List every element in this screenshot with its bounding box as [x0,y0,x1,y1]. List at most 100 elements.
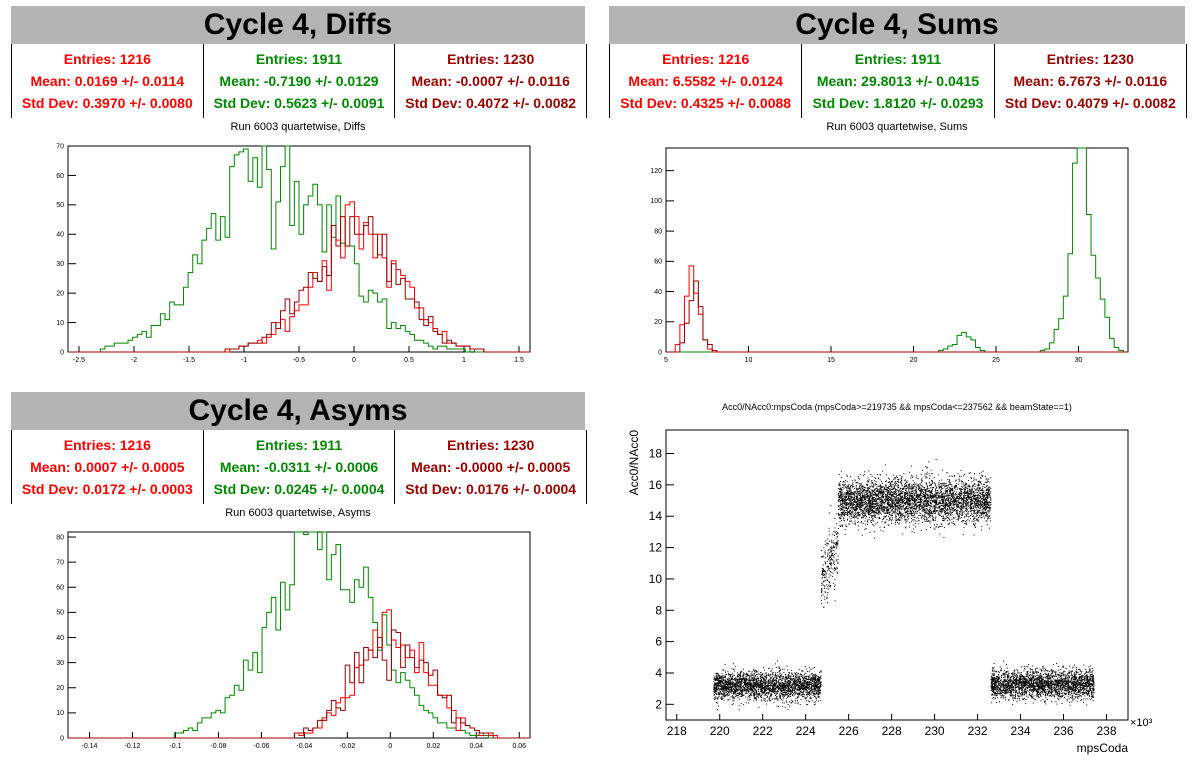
scatter-point [788,692,789,694]
scatter-point [834,518,836,519]
scatter-point [866,499,868,501]
scatter-point [747,682,749,684]
scatter-point [713,679,715,681]
scatter-point [776,693,778,694]
scatter-point [773,690,775,692]
scatter-point [828,573,830,575]
scatter-point [756,690,758,692]
scatter-point [749,684,751,685]
scatter-point [848,508,850,510]
scatter-point [760,682,762,684]
scatter-point [959,501,960,503]
scatter-point [871,507,873,509]
scatter-point [750,694,752,696]
scatter-point [718,692,720,694]
scatter-point [936,524,938,525]
scatter-point [764,698,766,700]
scatter-point [764,676,766,678]
scatter-point [975,501,977,503]
scatter-point [754,686,756,687]
scatter-point [722,678,724,680]
scatter-point [927,497,929,499]
scatter-point [823,547,825,549]
scatter-point [834,554,836,556]
scatter-point [914,500,916,502]
scatter-point [846,490,848,492]
scatter-point [822,569,824,571]
scatter-point [826,598,828,599]
scatter-point [849,497,851,499]
scatter-point [867,480,869,482]
scatter-point [728,681,730,683]
stat-mean: Mean: 29.8013 +/- 0.0415 [816,73,980,89]
scatter-point [790,696,791,697]
scatter-point [789,683,791,685]
scatter-point [739,672,741,674]
scatter-point [794,680,795,681]
x-tick-label: 224 [796,724,816,738]
scatter-point [811,685,813,687]
scatter-point [984,513,986,514]
scatter-point [810,697,812,699]
scatter-point [815,689,817,691]
scatter-point [894,483,896,485]
scatter-point [902,507,904,509]
scatter-point [754,671,756,673]
scatter-point [886,487,888,489]
scatter-point [821,577,823,579]
y-tick-label: 20 [654,319,662,326]
scatter-point [746,675,748,677]
scatter-point [958,513,960,515]
scatter-point [828,563,830,565]
scatter-point [822,569,824,571]
scatter-point [984,501,986,503]
scatter-point [945,485,947,487]
scatter-point [943,517,945,519]
scatter-point [805,676,807,678]
scatter-point [864,492,866,494]
scatter-point [806,683,808,685]
scatter-point [894,488,896,490]
scatter-point [782,692,784,694]
scatter-point [818,687,820,689]
scatter-point [940,495,942,497]
plot-frame [67,531,531,739]
scatter-point [819,681,821,683]
scatter-point [724,693,725,695]
scatter-point [836,543,838,545]
scatter-point [763,697,765,699]
scatter-point [957,473,959,475]
scatter-point [774,683,776,685]
scatter-point [754,692,755,694]
scatter-point [972,516,974,517]
scatter-point [781,691,783,693]
scatter-point [953,492,955,494]
scatter-point [724,685,726,687]
scatter-point [788,674,789,676]
scatter-point [977,485,979,487]
scatter-point [963,490,965,492]
scatter-point [797,673,799,675]
scatter-point [818,680,820,682]
scatter-point [803,684,805,686]
scatter-point [787,683,789,685]
scatter-point [893,474,895,476]
scatter-point [835,538,837,540]
scatter-point [943,502,945,504]
scatter-point [845,493,847,495]
scatter-point [862,486,864,488]
scatter-point [844,484,846,486]
scatter-point [753,668,755,670]
scatter-point [864,471,866,473]
scatter-point [741,693,743,695]
scatter-point [816,692,818,694]
scatter-point [752,693,754,695]
scatter-point [850,498,852,500]
scatter-point [753,695,755,697]
x-tick-label: 0.06 [512,743,526,750]
scatter-point [904,518,906,520]
scatter-point [785,694,787,695]
scatter-point [717,686,719,688]
scatter-point [813,685,815,686]
scatter-point [953,510,955,512]
